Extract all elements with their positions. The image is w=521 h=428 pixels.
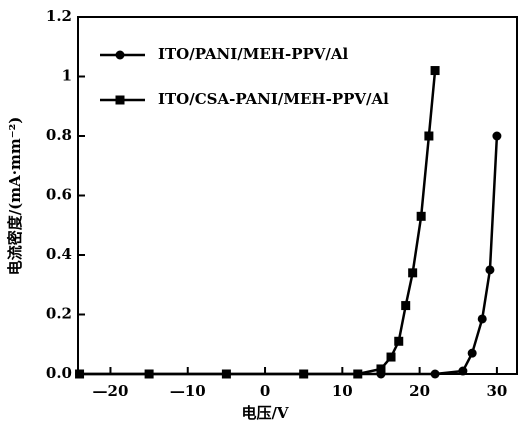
x-tick-label: 0	[260, 382, 270, 400]
y-tick-label: 1.2	[46, 7, 72, 25]
point	[353, 369, 363, 379]
x-tick-label: 30	[486, 382, 507, 400]
legend-marker	[115, 95, 125, 105]
point	[221, 369, 231, 379]
y-tick-label: 1	[62, 67, 72, 85]
y-axis-label: 电流密度/(mA·mm⁻²)	[6, 117, 24, 276]
point	[144, 369, 154, 379]
point	[75, 369, 85, 379]
y-tick-label: 0.4	[46, 245, 72, 263]
point	[477, 314, 487, 324]
point	[492, 131, 502, 141]
point	[376, 364, 386, 374]
y-tick-label: 0.8	[46, 126, 72, 144]
point	[485, 265, 495, 275]
point	[430, 369, 440, 379]
point	[458, 366, 468, 376]
legend-marker	[115, 50, 125, 60]
point	[424, 131, 434, 141]
x-tick-label: —20	[93, 382, 129, 400]
point	[386, 352, 396, 362]
legend-label: ITO/CSA-PANI/MEH-PPV/Al	[158, 90, 389, 108]
point	[467, 348, 477, 358]
point	[394, 336, 404, 346]
y-tick-label: 0.6	[46, 186, 72, 204]
legend-label: ITO/PANI/MEH-PPV/Al	[158, 45, 349, 63]
series-line	[79, 135, 499, 376]
plot-frame	[77, 16, 518, 375]
y-tick-label: 0.2	[46, 305, 72, 323]
series-line	[79, 70, 437, 376]
point	[416, 211, 426, 221]
x-axis-label: 电压/V	[241, 404, 288, 422]
point	[299, 369, 309, 379]
point	[401, 301, 411, 311]
x-tick-label: 10	[332, 382, 353, 400]
point	[430, 66, 440, 76]
point	[408, 268, 418, 278]
x-tick-label: —10	[170, 382, 206, 400]
y-tick-label: 0.0	[46, 364, 72, 382]
x-tick-label: 20	[409, 382, 430, 400]
